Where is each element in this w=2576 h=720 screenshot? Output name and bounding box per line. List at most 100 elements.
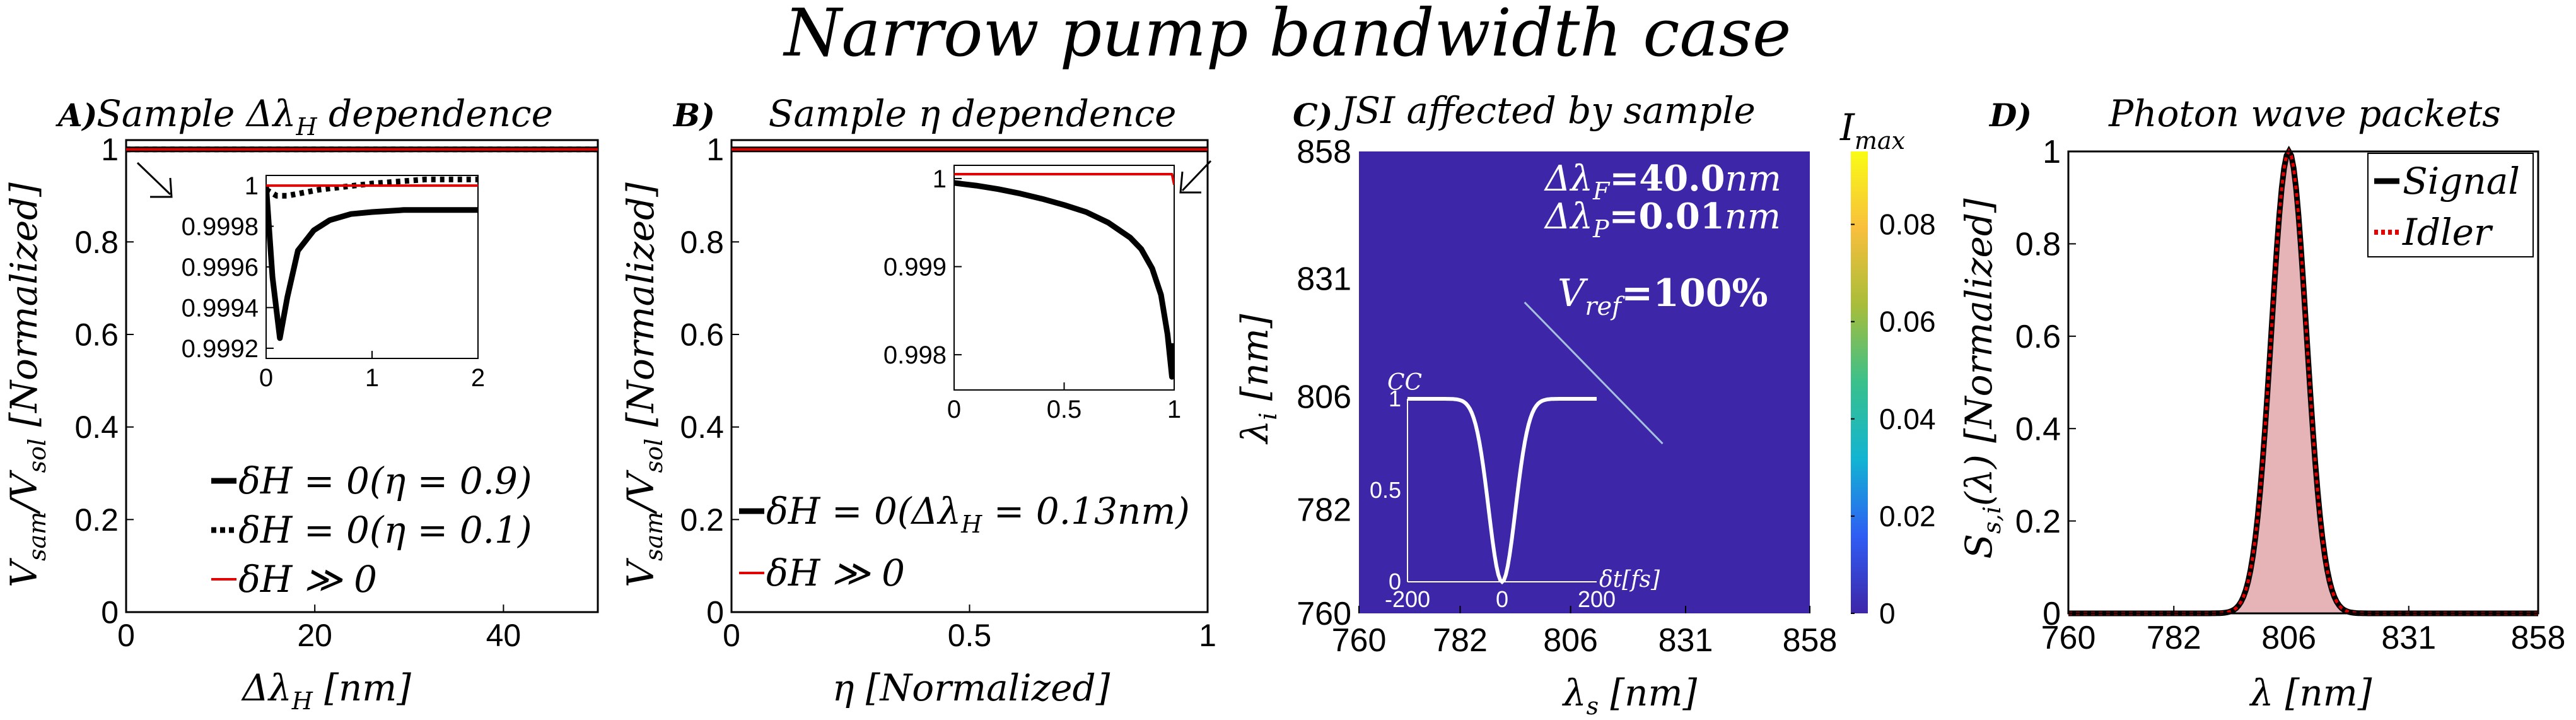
panel-d-xtick-label: 782 [2147, 620, 2201, 656]
panel-b-inset-series-black [954, 180, 1174, 380]
colorbar-tick-label: 0.04 [1879, 403, 1936, 435]
panel-a-inset-ytick-label: 0.9996 [182, 254, 259, 281]
legend-text-red: δH ≫ 0 [238, 558, 377, 601]
panel-a-ytick-label: 0.6 [74, 317, 119, 353]
panel-b: B) Sample η dependence 0 0.5 1 0 0.2 0.4 0.6 0.… [619, 92, 1216, 709]
panel-b-ytick-label: 0.4 [680, 410, 724, 445]
panel-a-xtick-label: 20 [297, 618, 332, 653]
panel-c-xtick-label: 782 [1433, 622, 1488, 659]
panel-d-ytick-label: 0.8 [2015, 227, 2061, 263]
panel-a-inset: 0 1 2 0.9992 0.9994 0.9996 0.9998 1 [182, 172, 485, 392]
panel-b-xlabel: η [Normalized] [832, 666, 1110, 709]
panel-a-legend: δH = 0(η = 0.9) δH = 0(η = 0.1) δH ≫ 0 [211, 459, 532, 601]
panel-b-inset-xtick-label: 0 [947, 396, 961, 423]
panel-b-label: B) [672, 97, 715, 134]
colorbar: 0 0.02 0.04 0.06 0.08 [1851, 151, 1936, 630]
panel-b-ytick-label: 1 [706, 132, 724, 167]
panel-d-ytick-label: 0.4 [2015, 411, 2061, 447]
panel-b-inset-ytick-label: 0.998 [883, 341, 947, 369]
panel-d-axes: 760 782 806 831 858 0 0.2 0.4 0.6 0.8 1 [2015, 134, 2566, 656]
panel-a-inset-ytick-label: 1 [245, 172, 259, 200]
panel-c-xlabel: λs [nm] [1562, 671, 1698, 720]
cc-xtick-label: -200 [1385, 586, 1430, 612]
panel-c-label: C) [1293, 97, 1332, 134]
jsi-diagonal [1524, 301, 1664, 445]
cc-xlabel: δt[fs] [1599, 567, 1660, 593]
panel-d-legend: Signal Idler [2367, 153, 2534, 257]
panel-b-title: Sample η dependence [769, 92, 1177, 135]
panel-a-title: Sample ΔλH dependence [96, 92, 553, 141]
legend-text-idler: Idler [2402, 211, 2493, 254]
panel-c-xtick-label: 806 [1543, 622, 1598, 659]
panel-d-title: Photon wave packets [2108, 92, 2501, 135]
panel-b-ytick-label: 0 [706, 595, 724, 630]
cc-xtick-label: 0 [1496, 586, 1508, 612]
param-dlp: ΔλP=0.01nm [1544, 196, 1781, 243]
panel-d-ytick-label: 0.6 [2015, 319, 2061, 355]
wavepacket-fill [2068, 151, 2538, 613]
panel-a-ytick-label: 1 [101, 132, 119, 167]
panel-b-inset-ytick-label: 1 [933, 165, 947, 193]
panel-b-inset-xtick-label: 0.5 [1047, 396, 1082, 423]
panel-d-xtick-label: 831 [2381, 620, 2436, 656]
panel-b-xtick-label: 0.5 [948, 618, 992, 653]
panel-b-inset: 0 0.5 1 0.998 0.999 1 [883, 165, 1181, 423]
panel-a-xtick-label: 0 [117, 618, 135, 653]
panel-d-ytick-label: 1 [2043, 134, 2061, 170]
panel-b-inset-bg [954, 165, 1174, 390]
panel-a-ytick-label: 0 [101, 595, 119, 630]
panel-c-ytick-label: 760 [1297, 596, 1351, 632]
panel-a-inset-ytick-label: 0.9994 [182, 294, 259, 322]
panel-b-arrow [1179, 160, 1212, 194]
panel-d-xtick-label: 806 [2261, 620, 2316, 656]
panel-a-inset-bg [266, 175, 478, 358]
panel-a-inset-xtick-label: 0 [259, 364, 273, 392]
panel-a-inset-ytick-label: 0.9998 [182, 213, 259, 241]
panel-b-inset-ytick-label: 0.999 [883, 254, 947, 281]
panel-a: A) Sample ΔλH dependence 0 20 4000.20.40.6… [3, 92, 599, 715]
panel-a-ytick-label: 0.4 [74, 410, 119, 445]
panel-a-inset-series-eta09 [266, 185, 478, 341]
panel-a-label: A) [55, 97, 97, 134]
panel-a-frame [125, 139, 599, 613]
figure-title: Narrow pump bandwidth case [783, 0, 1792, 71]
param-vref: Vref=100% [1558, 271, 1768, 321]
panel-c-ytick-label: 858 [1297, 134, 1351, 170]
colorbar-tick-label: 0.06 [1879, 305, 1936, 338]
panel-d-xtick-label: 760 [2041, 620, 2096, 656]
jsi-params: ΔλF=40.0nm ΔλP=0.01nm Vref=100% [1544, 158, 1781, 321]
jsi-heatmap [1359, 151, 1810, 613]
legend-text-black: δH = 0(ΔλH = 0.13nm) [766, 490, 1190, 538]
panel-a-arrow [136, 162, 173, 198]
panel-d-xlabel: λ [nm] [2249, 671, 2372, 714]
panel-d: D) Photon wave packets 760 782 806 831 858 0 0… [1957, 92, 2565, 714]
cc-ylabel: CC [1387, 370, 1422, 396]
panel-d-frame-top [2067, 150, 2539, 615]
colorbar-title: Imax [1839, 106, 1905, 155]
panel-b-xtick-label: 1 [1199, 618, 1216, 653]
panel-a-inset-xtick-label: 2 [471, 364, 485, 392]
panel-c-ytick-label: 831 [1297, 261, 1351, 298]
cc-ytick-label: 0.5 [1370, 477, 1401, 503]
panel-c-ytick-label: 782 [1297, 492, 1351, 529]
panel-d-ylabel: Ss,i(λ) [Normalized] [1957, 198, 2006, 559]
panel-a-inset-ytick-label: 0.9992 [182, 335, 259, 363]
panel-d-xtick-label: 858 [2511, 620, 2566, 656]
panel-b-inset-xtick-label: 1 [1167, 396, 1181, 423]
panel-b-ytick-label: 0.6 [680, 317, 724, 353]
param-dlf: ΔλF=40.0nm [1544, 158, 1781, 205]
panel-d-ytick-label: 0.2 [2015, 504, 2061, 540]
colorbar-tick-label: 0.08 [1879, 208, 1936, 241]
legend-text-eta01: δH = 0(η = 0.1) [238, 509, 532, 552]
panel-d-ytick-label: 0 [2043, 596, 2061, 632]
cc-ytick-label: 1 [1389, 386, 1401, 411]
panel-b-xtick-label: 0 [723, 618, 740, 653]
panel-a-ytick-label: 0.8 [74, 225, 119, 260]
panel-a-ytick-label: 0.2 [74, 502, 119, 538]
legend-text-red-b: δH ≫ 0 [766, 552, 905, 594]
